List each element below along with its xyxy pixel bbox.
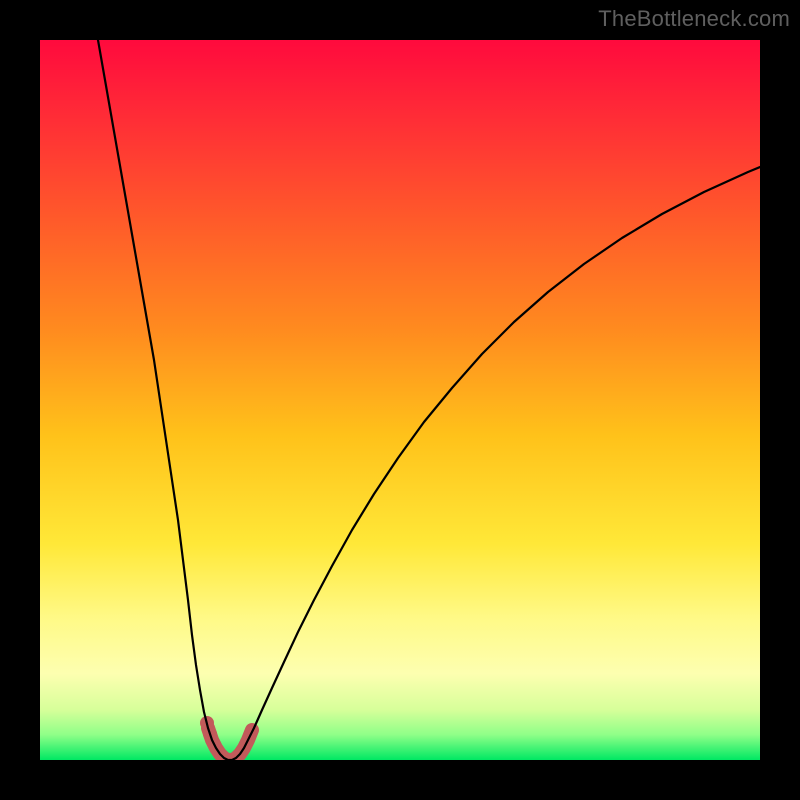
chart-stage: TheBottleneck.com: [0, 0, 800, 800]
chart-svg: [40, 40, 760, 760]
plot-area: [40, 40, 760, 760]
gradient-background: [40, 40, 760, 760]
watermark-text: TheBottleneck.com: [598, 6, 790, 32]
